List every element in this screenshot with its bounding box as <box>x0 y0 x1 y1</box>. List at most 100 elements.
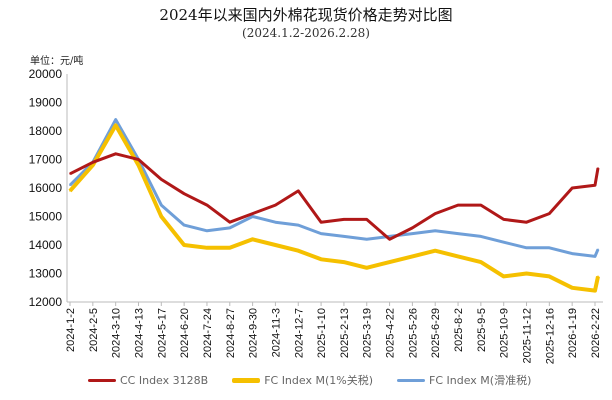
data-point <box>206 247 208 249</box>
data-point <box>480 204 482 206</box>
data-point <box>411 232 414 235</box>
y-tick-label: 15000 <box>29 210 63 224</box>
data-point <box>411 255 414 258</box>
x-tick-label: 2024-8-27 <box>225 308 237 358</box>
data-point <box>343 218 345 221</box>
data-point <box>597 167 599 169</box>
data-point <box>434 229 437 232</box>
x-tick-label: 2025-10-9 <box>499 308 511 358</box>
x-tick-label: 2024-1-2 <box>65 308 77 352</box>
data-point <box>274 221 277 223</box>
legend-label: CC Index 3128B <box>120 373 209 387</box>
y-tick-label: 13000 <box>29 267 63 281</box>
series-line-0 <box>69 152 600 241</box>
x-tick-label: 2024-7-24 <box>202 308 214 358</box>
data-point <box>183 244 185 246</box>
data-point <box>320 258 322 261</box>
y-tick-label: 12000 <box>29 295 63 309</box>
data-point <box>251 212 254 215</box>
data-point <box>274 244 277 246</box>
data-point <box>411 227 414 229</box>
data-point <box>571 187 573 189</box>
data-point <box>320 232 322 235</box>
x-tick-label: 2025-2-13 <box>339 308 351 358</box>
chart-title: 2024年以来国内外棉花现货价格走势对比图 <box>159 6 453 24</box>
data-point <box>594 184 596 186</box>
data-point <box>297 249 300 252</box>
legend-item-fc-sliding: FC Index M(滑准税) <box>397 372 531 388</box>
data-point <box>571 252 573 255</box>
data-point <box>92 164 94 166</box>
data-point <box>365 218 368 221</box>
data-point <box>388 235 391 238</box>
data-point <box>525 272 528 275</box>
x-tick-label: 2025-5-26 <box>407 308 419 358</box>
data-point <box>502 275 505 278</box>
y-tick-label: 19000 <box>29 96 63 110</box>
y-tick-label: 17000 <box>29 153 63 167</box>
x-tick-label: 2024-9-30 <box>248 308 260 358</box>
data-point <box>571 286 573 289</box>
x-tick-label: 2024-11-3 <box>270 308 282 357</box>
data-point <box>597 248 599 251</box>
series-line-1 <box>68 123 600 293</box>
x-tick-label: 2025-12-16 <box>544 308 556 364</box>
data-point <box>251 238 254 241</box>
data-point <box>297 190 300 192</box>
x-tick-label: 2024-6-20 <box>179 308 191 358</box>
data-point <box>114 118 117 121</box>
data-point <box>69 190 71 192</box>
data-point <box>365 238 368 241</box>
y-tick-label: 18000 <box>29 124 63 138</box>
data-point <box>525 247 528 249</box>
data-point <box>594 289 596 292</box>
data-point <box>502 241 505 243</box>
data-point <box>320 221 322 223</box>
data-point <box>228 227 231 229</box>
data-point <box>114 153 117 155</box>
data-point <box>457 204 459 206</box>
data-point <box>274 204 277 206</box>
chart-subtitle: (2024.1.2-2026.2.28) <box>242 26 370 40</box>
data-point <box>206 204 208 206</box>
x-tick-label: 2024-12-7 <box>293 308 305 358</box>
data-point <box>228 247 231 249</box>
x-tick-label: 2025-4-22 <box>385 308 397 358</box>
x-tick-label: 2025-8-2 <box>453 308 465 352</box>
data-point <box>502 218 505 221</box>
data-point <box>297 224 300 226</box>
y-tick-label: 14000 <box>29 238 63 252</box>
x-tick-label: 2024-3-10 <box>111 308 123 358</box>
legend-item-cc: CC Index 3128B <box>88 372 208 388</box>
x-tick-label: 2025-11-12 <box>522 308 534 363</box>
data-point <box>457 255 459 258</box>
x-tick-label: 2025-3-19 <box>362 308 374 358</box>
data-point <box>137 164 140 166</box>
data-point <box>525 221 528 223</box>
data-point <box>343 235 345 238</box>
data-point <box>434 249 437 252</box>
y-tick-label: 20000 <box>29 67 63 81</box>
x-tick-label: 2025-9-5 <box>476 308 488 352</box>
x-tick-label: 2025-6-29 <box>430 308 442 358</box>
data-point <box>160 204 163 206</box>
data-point <box>343 261 345 263</box>
y-tick-label: 16000 <box>29 181 63 195</box>
data-point <box>548 247 551 249</box>
data-point <box>548 275 551 278</box>
data-point <box>457 232 459 235</box>
data-point <box>160 178 163 181</box>
data-point <box>69 172 71 175</box>
data-point <box>251 215 254 218</box>
data-point <box>365 267 368 269</box>
data-point <box>480 261 482 263</box>
data-point <box>388 261 391 263</box>
data-point <box>434 212 437 215</box>
data-point <box>183 192 185 195</box>
data-point <box>137 158 140 161</box>
legend-label: FC Index M(滑准税) <box>429 374 532 387</box>
legend-label: FC Index M(1%关税) <box>264 374 373 387</box>
data-point <box>160 215 163 218</box>
